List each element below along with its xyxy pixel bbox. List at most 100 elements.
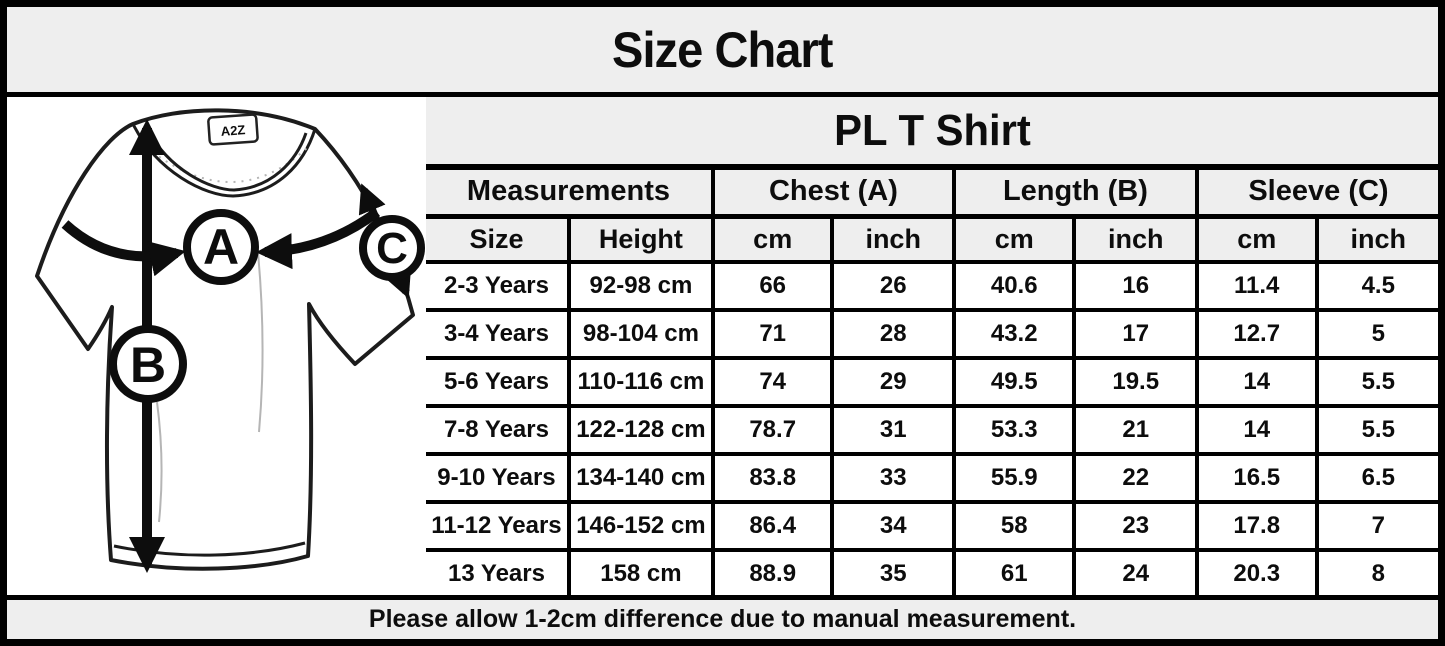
size-table: PL T Shirt Measurements Chest (A) Length…: [426, 97, 1438, 595]
cell-size: 9-10 Years: [426, 452, 571, 504]
group-header-chest: Chest (A): [710, 165, 956, 219]
tshirt-diagram-panel: A2Z A B: [7, 97, 426, 595]
cell-size: 5-6 Years: [426, 356, 571, 408]
product-title-row: PL T Shirt: [426, 97, 1438, 170]
cell-size: 11-12 Years: [426, 500, 571, 552]
cell-sleeve-inch: 8: [1314, 548, 1438, 595]
cell-length-inch: 22: [1072, 452, 1199, 504]
cell-chest-inch: 26: [830, 260, 956, 312]
cell-size: 3-4 Years: [426, 308, 571, 360]
cell-height: 98-104 cm: [566, 308, 715, 360]
cell-size: 7-8 Years: [426, 404, 571, 456]
cell-sleeve-inch: 5: [1314, 308, 1438, 360]
col-header-size: Size: [426, 214, 571, 264]
cell-sleeve-inch: 5.5: [1314, 404, 1438, 456]
table-row: 2-3 Years 92-98 cm 66 26 40.6 16 11.4 4.…: [426, 260, 1438, 312]
group-header-measurements: Measurements: [426, 165, 715, 219]
cell-chest-cm: 71: [710, 308, 835, 360]
marker-sleeve: C: [359, 215, 425, 281]
group-header-sleeve: Sleeve (C): [1194, 165, 1438, 219]
cell-length-cm: 61: [951, 548, 1077, 595]
col-header-length-cm: cm: [951, 214, 1077, 264]
tshirt-outline: A2Z: [35, 108, 415, 571]
marker-chest: A: [183, 209, 259, 285]
cell-length-cm: 53.3: [951, 404, 1077, 456]
cell-chest-inch: 33: [830, 452, 956, 504]
table-row: 7-8 Years 122-128 cm 78.7 31 53.3 21 14 …: [426, 404, 1438, 456]
cell-sleeve-cm: 16.5: [1194, 452, 1319, 504]
cell-length-cm: 49.5: [951, 356, 1077, 408]
table-row: 3-4 Years 98-104 cm 71 28 43.2 17 12.7 5: [426, 308, 1438, 360]
cell-length-cm: 58: [951, 500, 1077, 552]
cell-height: 122-128 cm: [566, 404, 715, 456]
cell-sleeve-cm: 14: [1194, 356, 1319, 408]
cell-chest-inch: 28: [830, 308, 956, 360]
collar-inner: [146, 129, 308, 192]
cell-chest-inch: 35: [830, 548, 956, 595]
table-row: 11-12 Years 146-152 cm 86.4 34 58 23 17.…: [426, 500, 1438, 552]
cell-size: 13 Years: [426, 548, 571, 595]
cell-chest-inch: 31: [830, 404, 956, 456]
marker-length: B: [109, 325, 187, 403]
cell-height: 158 cm: [566, 548, 715, 595]
cell-chest-cm: 66: [710, 260, 835, 312]
col-header-sleeve-cm: cm: [1194, 214, 1319, 264]
sleeve-letter: C: [376, 224, 408, 273]
cell-chest-cm: 86.4: [710, 500, 835, 552]
cell-height: 146-152 cm: [566, 500, 715, 552]
table-row: 5-6 Years 110-116 cm 74 29 49.5 19.5 14 …: [426, 356, 1438, 408]
cell-length-cm: 43.2: [951, 308, 1077, 360]
size-table-panel: PL T Shirt Measurements Chest (A) Length…: [426, 97, 1438, 595]
col-header-chest-inch: inch: [830, 214, 956, 264]
cell-length-inch: 24: [1072, 548, 1199, 595]
content: A2Z A B: [7, 97, 1438, 595]
cell-height: 110-116 cm: [566, 356, 715, 408]
cell-sleeve-inch: 6.5: [1314, 452, 1438, 504]
cell-height: 92-98 cm: [566, 260, 715, 312]
cell-length-inch: 21: [1072, 404, 1199, 456]
product-title-cell: PL T Shirt: [426, 97, 1438, 170]
cell-chest-cm: 83.8: [710, 452, 835, 504]
page-title: Size Chart: [612, 21, 833, 78]
title-band: Size Chart: [7, 7, 1438, 97]
chest-letter: A: [203, 219, 239, 275]
collar-tag: A2Z: [207, 113, 259, 146]
cell-sleeve-cm: 12.7: [1194, 308, 1319, 360]
cell-chest-cm: 78.7: [710, 404, 835, 456]
table-row: 9-10 Years 134-140 cm 83.8 33 55.9 22 16…: [426, 452, 1438, 504]
cell-length-inch: 17: [1072, 308, 1199, 360]
col-header-length-inch: inch: [1072, 214, 1199, 264]
measurement-note: Please allow 1-2cm difference due to man…: [368, 605, 1077, 633]
cell-height: 134-140 cm: [566, 452, 715, 504]
col-header-height: Height: [566, 214, 715, 264]
table-row: 13 Years 158 cm 88.9 35 61 24 20.3 8: [426, 548, 1438, 595]
cell-sleeve-cm: 11.4: [1194, 260, 1319, 312]
cell-chest-inch: 29: [830, 356, 956, 408]
cell-sleeve-inch: 5.5: [1314, 356, 1438, 408]
cell-length-inch: 16: [1072, 260, 1199, 312]
tshirt-diagram: A2Z A B: [35, 108, 425, 573]
cell-length-cm: 55.9: [951, 452, 1077, 504]
cell-sleeve-cm: 17.8: [1194, 500, 1319, 552]
cell-sleeve-cm: 20.3: [1194, 548, 1319, 595]
group-header-row: Measurements Chest (A) Length (B) Sleeve…: [426, 165, 1438, 219]
collar-tag-label: A2Z: [220, 122, 246, 139]
cell-chest-cm: 88.9: [710, 548, 835, 595]
chest-arrow-left: [61, 220, 186, 277]
footer-band: Please allow 1-2cm difference due to man…: [7, 595, 1438, 639]
length-letter: B: [130, 337, 166, 393]
col-header-chest-cm: cm: [710, 214, 835, 264]
group-header-length: Length (B): [951, 165, 1199, 219]
cell-length-inch: 19.5: [1072, 356, 1199, 408]
cell-chest-cm: 74: [710, 356, 835, 408]
cell-sleeve-cm: 14: [1194, 404, 1319, 456]
product-title: PL T Shirt: [833, 105, 1031, 155]
column-header-row: Size Height cm inch cm inch cm inch: [426, 214, 1438, 264]
cell-sleeve-inch: 4.5: [1314, 260, 1438, 312]
cell-length-cm: 40.6: [951, 260, 1077, 312]
cell-length-inch: 23: [1072, 500, 1199, 552]
cell-chest-inch: 34: [830, 500, 956, 552]
cell-sleeve-inch: 7: [1314, 500, 1438, 552]
col-header-sleeve-inch: inch: [1314, 214, 1438, 264]
